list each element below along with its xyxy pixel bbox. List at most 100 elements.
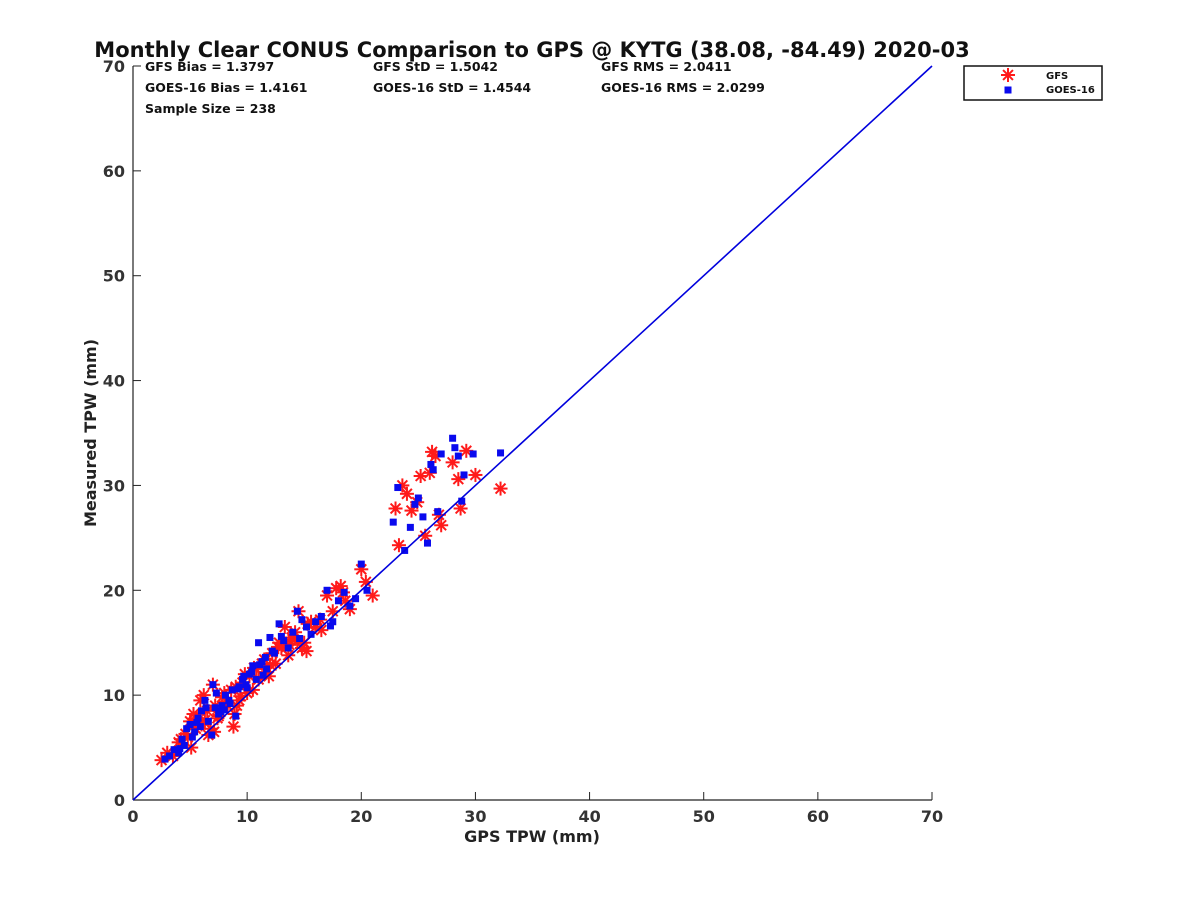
x-axis-label: GPS TPW (mm) <box>464 827 600 846</box>
data-point-goes16 <box>352 595 360 603</box>
x-tick-label: 20 <box>350 807 372 826</box>
data-point-goes16 <box>268 647 276 655</box>
data-point-goes16 <box>312 618 320 626</box>
stat-gfs-std: GFS StD = 1.5042 <box>373 59 498 74</box>
legend: GFS GOES-16 <box>963 65 1103 101</box>
data-point-goes16 <box>469 450 477 458</box>
legend-square-icon <box>1004 86 1012 94</box>
data-point-goes16 <box>284 644 292 652</box>
data-point-goes16 <box>221 691 229 699</box>
data-point-goes16 <box>277 632 285 640</box>
x-tick-label: 40 <box>578 807 600 826</box>
data-point-goes16 <box>389 518 397 526</box>
data-point-goes16 <box>423 539 431 547</box>
data-point-goes16 <box>458 497 466 505</box>
stat-sample-size: Sample Size = 238 <box>145 101 276 116</box>
data-point-gfs <box>468 467 483 482</box>
y-tick-label: 50 <box>103 267 125 286</box>
data-point-goes16 <box>317 613 325 620</box>
legend-label-goes16: GOES-16 <box>1046 85 1095 96</box>
data-point-goes16 <box>307 630 315 638</box>
data-point-goes16 <box>449 434 457 442</box>
data-point-gfs <box>399 486 414 501</box>
data-point-goes16 <box>161 755 169 763</box>
y-axis-label: Measured TPW (mm) <box>81 339 100 527</box>
data-point-goes16 <box>394 484 402 492</box>
stat-gfs-bias: GFS Bias = 1.3797 <box>145 59 274 74</box>
y-tick-label: 60 <box>103 162 125 181</box>
data-point-goes16 <box>406 523 414 531</box>
series-goes16 <box>161 434 505 763</box>
data-point-goes16 <box>255 639 263 647</box>
data-point-goes16 <box>454 452 462 460</box>
data-point-goes16 <box>170 746 178 754</box>
x-tick-label: 70 <box>921 807 943 826</box>
data-point-goes16 <box>429 466 437 474</box>
data-point-goes16 <box>275 620 283 628</box>
data-point-goes16 <box>266 633 274 641</box>
data-point-goes16 <box>240 672 248 680</box>
stat-gfs-rms: GFS RMS = 2.0411 <box>601 59 732 74</box>
data-point-goes16 <box>212 689 220 697</box>
data-point-goes16 <box>460 471 468 479</box>
data-point-goes16 <box>183 725 191 733</box>
data-point-goes16 <box>188 733 196 741</box>
data-point-goes16 <box>280 637 288 645</box>
data-point-goes16 <box>451 444 459 452</box>
data-point-goes16 <box>191 728 199 736</box>
data-point-goes16 <box>346 602 354 610</box>
x-tick-label: 0 <box>127 807 138 826</box>
data-point-goes16 <box>228 686 236 694</box>
data-point-gfs <box>314 623 329 638</box>
plot-area: 0 10 20 30 40 50 60 70 0 10 20 30 40 50 60 70 <box>103 57 943 826</box>
data-point-goes16 <box>175 749 183 757</box>
data-point-goes16 <box>186 721 194 729</box>
data-point-goes16 <box>209 681 217 689</box>
data-point-goes16 <box>202 704 210 712</box>
data-point-goes16 <box>289 628 297 636</box>
data-point-gfs <box>388 501 403 516</box>
legend-marker-goes16 <box>1004 86 1012 94</box>
data-point-goes16 <box>201 696 209 704</box>
x-tick-label: 30 <box>464 807 486 826</box>
chart-title: Monthly Clear CONUS Comparison to GPS @ … <box>94 38 969 62</box>
data-point-goes16 <box>232 712 240 720</box>
data-point-goes16 <box>414 494 422 502</box>
legend-box <box>963 65 1103 101</box>
stat-goes16-bias: GOES-16 Bias = 1.4161 <box>145 80 307 95</box>
data-point-goes16 <box>298 616 306 624</box>
data-point-goes16 <box>234 685 242 693</box>
y-tick-label: 30 <box>103 476 125 495</box>
data-point-goes16 <box>178 735 186 743</box>
data-point-goes16 <box>211 704 219 712</box>
x-tick-label: 60 <box>807 807 829 826</box>
data-point-goes16 <box>218 702 226 710</box>
y-tick-label: 40 <box>103 372 125 391</box>
data-point-goes16 <box>208 731 216 739</box>
data-point-goes16 <box>427 460 435 468</box>
data-point-gfs <box>434 518 449 533</box>
data-point-goes16 <box>176 745 184 753</box>
legend-asterisk-icon <box>1001 68 1015 82</box>
one-to-one-line <box>132 65 933 801</box>
data-point-goes16 <box>263 665 271 673</box>
data-point-goes16 <box>323 586 331 594</box>
y-tick-label: 10 <box>103 686 125 705</box>
data-point-goes16 <box>419 513 427 521</box>
data-point-goes16 <box>166 752 174 760</box>
data-point-goes16 <box>434 508 442 516</box>
data-point-goes16 <box>302 623 310 631</box>
stat-goes16-rms: GOES-16 RMS = 2.0299 <box>601 80 765 95</box>
data-point-goes16 <box>334 597 342 605</box>
data-point-goes16 <box>326 622 334 630</box>
data-point-goes16 <box>180 741 188 749</box>
data-point-goes16 <box>357 560 365 568</box>
legend-label-gfs: GFS <box>1046 71 1068 82</box>
data-point-goes16 <box>296 635 304 643</box>
data-point-goes16 <box>204 717 212 725</box>
data-point-goes16 <box>196 723 204 731</box>
data-point-goes16 <box>197 707 205 715</box>
data-point-goes16 <box>437 450 445 458</box>
